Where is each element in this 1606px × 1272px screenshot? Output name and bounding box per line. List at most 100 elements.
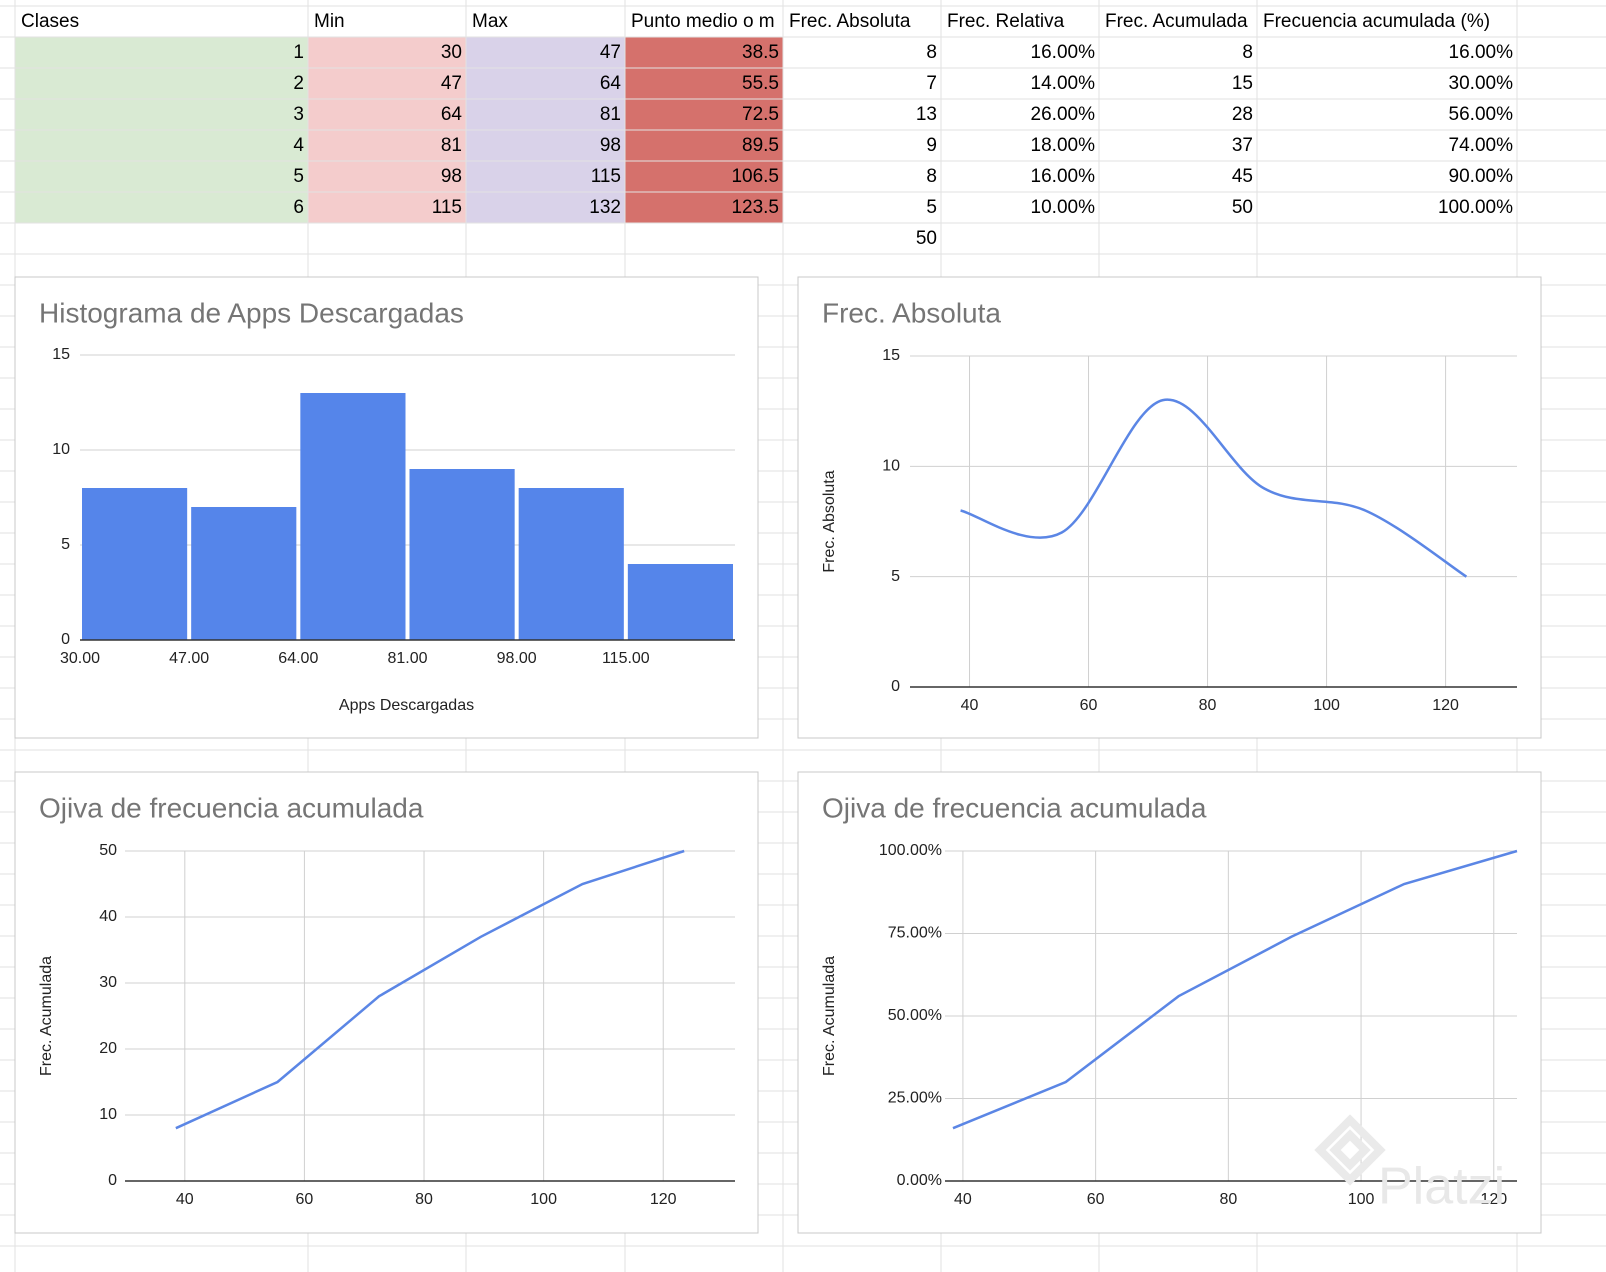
- x-tick-label: 30.00: [60, 650, 100, 667]
- cell: 38.5: [742, 42, 779, 63]
- x-tick-label: 80: [1199, 697, 1217, 714]
- x-tick-label: 80: [415, 1191, 433, 1208]
- cell: 106.5: [731, 166, 779, 187]
- x-tick-label: 120: [1432, 697, 1459, 714]
- cell: 3: [293, 104, 304, 125]
- cell: 64: [600, 73, 622, 94]
- cell: 72.5: [742, 104, 779, 125]
- watermark: Platzi: [1314, 1114, 1505, 1216]
- cell-fill: [14, 98, 309, 131]
- watermark-text: Platzi: [1378, 1158, 1505, 1216]
- x-tick-label: 60: [296, 1191, 314, 1208]
- x-tick-label: 40: [954, 1191, 972, 1208]
- chart-title: Histograma de Apps Descargadas: [39, 297, 464, 328]
- header-cell: Frec. Absoluta: [789, 11, 911, 32]
- cell: 81: [600, 104, 621, 125]
- cell: 37: [1232, 135, 1253, 156]
- cell: 4: [293, 135, 304, 156]
- y-tick-label: 50.00%: [888, 1007, 942, 1024]
- y-tick-label: 0: [61, 631, 70, 648]
- cell: 89.5: [742, 135, 779, 156]
- line: [952, 849, 1518, 1130]
- y-axis-label: Frec. Acumulada: [38, 956, 55, 1076]
- cell: 123.5: [731, 197, 779, 218]
- cell-fill: [307, 98, 467, 131]
- cell-fill: [14, 67, 309, 100]
- histogram-bar: [518, 488, 624, 640]
- cell: 5: [926, 197, 937, 218]
- cell: 28: [1232, 104, 1253, 125]
- cell: 115: [591, 166, 621, 187]
- x-tick-label: 115.00: [602, 650, 650, 667]
- cell: 26.00%: [1031, 104, 1096, 125]
- y-tick-label: 30: [99, 974, 117, 991]
- cell: 100.00%: [1438, 197, 1513, 218]
- cell: 2: [293, 73, 304, 94]
- cell: 47: [441, 73, 462, 94]
- cell: 81: [441, 135, 462, 156]
- cell-fill: [14, 160, 309, 193]
- y-tick-label: 100.00%: [879, 842, 942, 859]
- cell: 8: [1242, 42, 1253, 63]
- x-tick-label: 60: [1087, 1191, 1105, 1208]
- chart: Histograma de Apps Descargadas 0 5 10 15 30.0…: [14, 276, 759, 739]
- header-cell: Frec. Relativa: [947, 11, 1065, 32]
- cell: 15: [1232, 73, 1253, 94]
- cell: 64: [441, 104, 463, 125]
- y-tick-label: 25.00%: [888, 1090, 942, 1107]
- cell: 55.5: [742, 73, 779, 94]
- cell: 132: [589, 197, 621, 218]
- table: Clases Min Max Punto medio o m Frec. Absolut…: [14, 11, 1514, 249]
- cell-fill: [624, 98, 784, 131]
- cell: 98: [600, 135, 621, 156]
- cell-fill: [624, 191, 784, 224]
- x-tick-label: 47.00: [169, 650, 209, 667]
- cell: 7: [926, 73, 937, 94]
- cell: 16.00%: [1031, 166, 1096, 187]
- cell: 115: [432, 197, 462, 218]
- y-tick-label: 10: [52, 441, 70, 458]
- x-tick-label: 60: [1080, 697, 1098, 714]
- cell-fill: [14, 191, 309, 224]
- cell: 74.00%: [1449, 135, 1514, 156]
- x-tick-label: 100: [1348, 1191, 1375, 1208]
- watermark-logo: [1314, 1114, 1386, 1186]
- cell: 8: [926, 42, 937, 63]
- line: [960, 398, 1468, 578]
- y-tick-label: 20: [99, 1040, 117, 1057]
- header-cell: Frec. Acumulada: [1105, 11, 1248, 32]
- cell: 90.00%: [1449, 166, 1514, 187]
- x-tick-label: 98.00: [497, 650, 537, 667]
- cell: 45: [1232, 166, 1253, 187]
- header-cell: Clases: [21, 11, 79, 32]
- cell: 8: [926, 166, 937, 187]
- cell-fill: [14, 36, 309, 69]
- cell-fill: [307, 36, 467, 69]
- histogram-bar: [627, 564, 733, 640]
- y-tick-label: 10: [99, 1106, 117, 1123]
- y-axis-label: Frec. Absoluta: [821, 470, 838, 572]
- cell: 9: [926, 135, 937, 156]
- y-tick-label: 10: [882, 458, 900, 475]
- y-axis-label: Frec. Acumulada: [821, 956, 838, 1076]
- chart: Ojiva de frecuencia acumulada 0 10 20 30 40 50…: [14, 771, 759, 1234]
- chart-title: Frec. Absoluta: [822, 297, 1001, 328]
- cell: 47: [600, 42, 621, 63]
- cell: 98: [441, 166, 462, 187]
- y-tick-label: 5: [61, 536, 70, 553]
- cell: 50: [1232, 197, 1253, 218]
- x-tick-label: 40: [961, 697, 979, 714]
- y-tick-label: 15: [882, 347, 900, 364]
- cell: 30: [441, 42, 462, 63]
- cell-fill: [14, 129, 309, 162]
- cell: 16.00%: [1031, 42, 1096, 63]
- cell: 6: [293, 197, 304, 218]
- chart-title: Ojiva de frecuencia acumulada: [822, 792, 1207, 823]
- total-cell: 50: [916, 228, 937, 249]
- cell: 14.00%: [1031, 73, 1096, 94]
- charts: Histograma de Apps Descargadas 0 5 10 15 30.0…: [14, 276, 1542, 1234]
- chart-title: Ojiva de frecuencia acumulada: [39, 792, 424, 823]
- x-tick-label: 81.00: [387, 650, 427, 667]
- cell-fill: [307, 129, 467, 162]
